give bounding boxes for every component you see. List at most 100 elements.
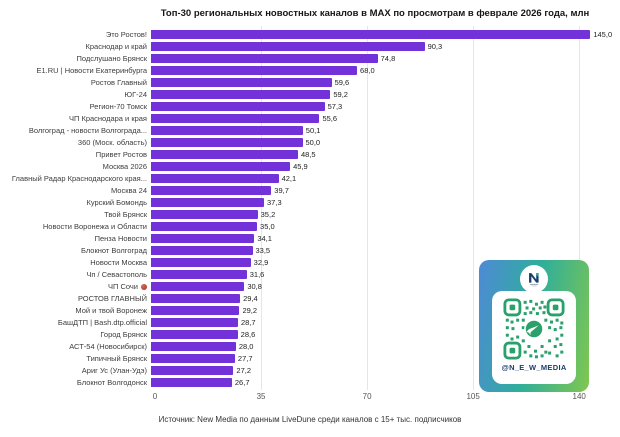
bar-row: Волгоград - новости Волгограда... 50,1 bbox=[5, 124, 618, 136]
category-label: Курский Бомондь bbox=[86, 197, 147, 207]
category-label: Новости Воронежа и Области bbox=[42, 221, 147, 231]
category-label: Блокнот Волгодонск bbox=[76, 377, 147, 387]
value-label: 29,2 bbox=[242, 305, 258, 315]
category-label: Ариг Ус (Улан-Удэ) bbox=[81, 365, 147, 375]
x-tick-label: 35 bbox=[256, 392, 266, 401]
category-label: ЧП Краснодара и края bbox=[68, 113, 147, 123]
bar bbox=[151, 197, 265, 207]
bar bbox=[151, 65, 358, 75]
value-label: 28,6 bbox=[240, 329, 256, 339]
value-label: 35,2 bbox=[260, 209, 276, 219]
bar-row: Москва 24 39,7 bbox=[5, 184, 618, 196]
value-label: 59,2 bbox=[333, 89, 348, 99]
category-label: Москва 24 bbox=[110, 185, 147, 195]
bar-row: Подслушано Брянск 74,8 bbox=[5, 52, 618, 64]
category-label: АСТ-54 (Новосибирск) bbox=[69, 341, 147, 351]
bar bbox=[151, 281, 245, 291]
bar-row: Привет Ростов 48,5 bbox=[5, 148, 618, 160]
qr-card: @N_E_W_MEDIA bbox=[492, 291, 576, 384]
bar bbox=[151, 329, 238, 339]
value-label: 31,6 bbox=[249, 269, 265, 279]
bar-row: Типичный Брянск 27,7 bbox=[5, 352, 618, 364]
bar-row: Блокнот Волгоград 33,5 bbox=[5, 244, 618, 256]
value-label: 30,8 bbox=[247, 281, 262, 291]
value-label: 50,0 bbox=[305, 137, 321, 147]
bar bbox=[151, 161, 291, 171]
bar bbox=[151, 233, 255, 243]
bar-row: Город Брянск 28,6 bbox=[5, 328, 618, 340]
category-label: Типичный Брянск bbox=[86, 353, 147, 363]
bar-row: 360 (Моск. область) 50,0 bbox=[5, 136, 618, 148]
value-label: 27,7 bbox=[237, 353, 253, 363]
category-label: Город Брянск bbox=[100, 329, 147, 339]
bar bbox=[151, 269, 247, 279]
value-label: 29,4 bbox=[243, 293, 258, 303]
bar-row: Блокнот Волгодонск 26,7 bbox=[5, 376, 618, 388]
bar bbox=[151, 209, 258, 219]
category-label: Краснодар и край bbox=[85, 41, 148, 51]
source-note: Источник: New Media по данным LiveDune с… bbox=[158, 415, 462, 424]
chart-title: Топ-30 региональных новостных каналов в … bbox=[160, 8, 590, 19]
bar bbox=[151, 341, 236, 351]
bar bbox=[151, 185, 272, 195]
bar bbox=[151, 89, 331, 99]
bar bbox=[151, 29, 591, 39]
bar-row: E1.RU | Новости Екатеринбурга 68,0 bbox=[5, 64, 618, 76]
value-label: 34,1 bbox=[257, 233, 272, 243]
bar bbox=[151, 257, 251, 267]
value-label: 33,5 bbox=[255, 245, 271, 255]
bar bbox=[151, 149, 298, 159]
bar-row: Мой и твой Воронеж 29,2 bbox=[5, 304, 618, 316]
bar-row: ЧП Краснодара и края 55,6 bbox=[5, 112, 618, 124]
gridline bbox=[579, 26, 581, 390]
bar-row: ЧП Сочи 30,8 bbox=[5, 280, 618, 292]
bar bbox=[151, 353, 235, 363]
category-label: E1.RU | Новости Екатеринбурга bbox=[36, 65, 147, 75]
bar-row: Ростов Главный 59,6 bbox=[5, 76, 618, 88]
category-label: Чп / Севастополь bbox=[86, 269, 147, 279]
category-label: Это Ростов! bbox=[105, 29, 147, 39]
bar bbox=[151, 293, 241, 303]
value-label: 145,0 bbox=[593, 29, 613, 39]
category-label: Регион-70 Томск bbox=[89, 101, 147, 111]
alert-emoji-icon bbox=[141, 283, 147, 290]
value-label: 48,5 bbox=[300, 149, 316, 159]
category-label: БашДТП | Bash.dtp.official bbox=[57, 317, 147, 327]
bar-row: Краснодар и край 90,3 bbox=[5, 40, 618, 52]
category-label: Подслушано Брянск bbox=[76, 53, 147, 63]
value-label: 27,2 bbox=[236, 365, 252, 375]
value-label: 68,0 bbox=[360, 65, 375, 75]
bar-row: БашДТП | Bash.dtp.official 28,7 bbox=[5, 316, 618, 328]
gridline bbox=[473, 26, 475, 390]
category-label: Москва 2026 bbox=[102, 161, 147, 171]
bar-row: ЮГ-24 59,2 bbox=[5, 88, 618, 100]
value-label: 59,6 bbox=[334, 77, 350, 87]
bar bbox=[151, 125, 303, 135]
category-label: Волгоград - новости Волгограда... bbox=[28, 125, 147, 135]
bar bbox=[151, 305, 240, 315]
bar-row: Москва 2026 45,9 bbox=[5, 160, 618, 172]
gridline bbox=[261, 26, 263, 390]
bar-row: Твой Брянск 35,2 bbox=[5, 208, 618, 220]
category-label: ЮГ-24 bbox=[124, 89, 147, 99]
x-tick-label: 140 bbox=[572, 392, 586, 401]
bar bbox=[151, 113, 320, 123]
bar-row: Курский Бомондь 37,3 bbox=[5, 196, 618, 208]
category-label: РОСТОВ ГЛАВНЫЙ bbox=[77, 293, 147, 303]
bar bbox=[151, 173, 279, 183]
category-label: Ростов Главный bbox=[90, 77, 147, 87]
bar-row: Ариг Ус (Улан-Удэ) 27,2 bbox=[5, 364, 618, 376]
bar bbox=[151, 137, 303, 147]
value-label: 90,3 bbox=[427, 41, 443, 51]
bar-row: Регион-70 Томск 57,3 bbox=[5, 100, 618, 112]
category-label: Мой и твой Воронеж bbox=[75, 305, 147, 315]
category-label: Привет Ростов bbox=[95, 149, 147, 159]
x-tick-label: 105 bbox=[466, 392, 480, 401]
category-label: Блокнот Волгоград bbox=[81, 245, 147, 255]
x-tick-label: 70 bbox=[362, 392, 372, 401]
value-label: 37,3 bbox=[267, 197, 282, 207]
bar-rows: Это Ростов! 145,0 Краснодар и край 90,3 Подс… bbox=[5, 28, 618, 388]
value-label: 32,9 bbox=[253, 257, 269, 267]
value-label: 55,6 bbox=[322, 113, 338, 123]
gridline bbox=[367, 26, 369, 390]
